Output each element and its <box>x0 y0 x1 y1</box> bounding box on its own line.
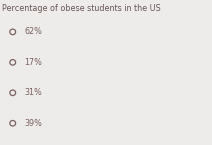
Text: Percentage of obese students in the US: Percentage of obese students in the US <box>2 4 161 13</box>
Text: 31%: 31% <box>24 88 42 97</box>
Text: 39%: 39% <box>24 119 42 128</box>
Text: 17%: 17% <box>24 58 42 67</box>
Text: 62%: 62% <box>24 27 42 36</box>
